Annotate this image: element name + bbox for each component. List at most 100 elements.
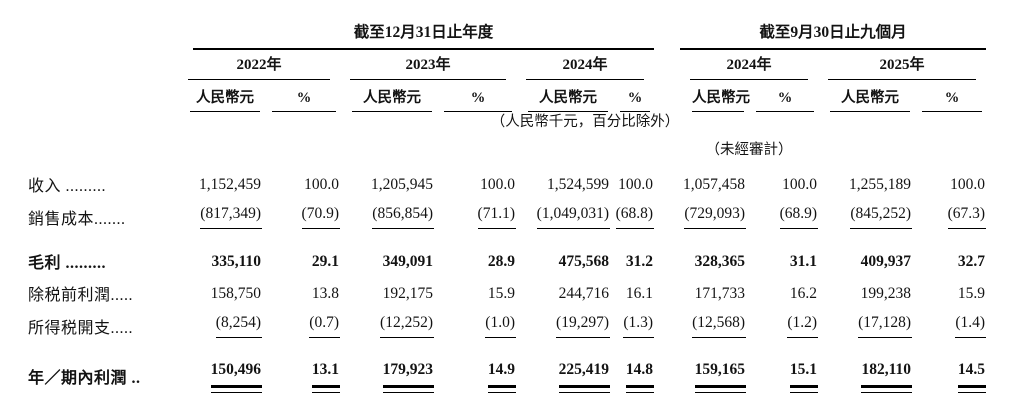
year-2022-label: 2022年: [188, 53, 330, 80]
year-2024-label: 2024年: [526, 53, 645, 80]
value-cell: 14.9: [434, 338, 517, 393]
value-cell: 349,091: [382, 253, 433, 270]
value-cell: 409,937: [860, 253, 912, 270]
year-2022-cell: 2022年: [178, 50, 340, 80]
value-cell: 1,152,459: [199, 176, 261, 193]
row-profit-before-tax: 除税前利潤..... 158,750 13.8 192,175 15.9 244…: [28, 273, 986, 305]
spacer: [654, 305, 680, 338]
row-label: 毛利 .........: [28, 255, 107, 272]
nine-month-section-title: 截至9月30日止九個月: [680, 20, 987, 50]
value-cell: (1.3): [610, 305, 655, 338]
spacer: [654, 80, 680, 112]
value-cell: 100.0: [782, 176, 818, 193]
section-header-row: 截至12月31日止年度 截至9月30日止九個月: [28, 12, 987, 50]
spacer: [28, 80, 178, 112]
value-cell: 199,238: [860, 285, 912, 302]
unaudited-note-cell: （未經審計）: [680, 134, 818, 162]
value-cell: 1,524,599: [547, 176, 609, 193]
nine-month-2024-cell: 2024年: [680, 50, 818, 80]
spacer: [654, 273, 680, 305]
value-cell: 15.9: [957, 285, 986, 302]
spacer: [654, 196, 680, 229]
spacer: [654, 229, 680, 273]
value-cell: (68.8): [610, 196, 655, 229]
nine-month-section-header-cell: 截至9月30日止九個月: [680, 12, 987, 50]
row-label: 年／期內利潤 ..: [28, 370, 141, 387]
unaudited-note-row: （未經審計）: [28, 134, 986, 162]
value-cell: 158,750: [210, 285, 261, 302]
row-revenue: 收入 ......... 1,152,459 100.0 1,205,945 1…: [28, 162, 986, 196]
value-cell: 15.9: [487, 285, 515, 302]
units-note-row: （人民幣千元，百分比除外）: [28, 112, 986, 134]
value-cell: 192,175: [382, 285, 433, 302]
value-cell: 13.8: [311, 285, 339, 302]
spacer: [818, 134, 986, 162]
nine-month-2025-label: 2025年: [828, 53, 977, 80]
rmb-header: 人民幣元: [516, 80, 610, 112]
value-cell: (8,254): [178, 305, 262, 338]
spacer: [654, 50, 680, 80]
row-label: 除税前利潤.....: [28, 287, 134, 304]
value-cell: (817,349): [178, 196, 262, 229]
financial-summary-table: 截至12月31日止年度 截至9月30日止九個月 2022年 2023年 2024…: [28, 12, 987, 393]
spacer: [654, 338, 680, 388]
value-cell: (845,252): [818, 196, 913, 229]
spacer: [28, 112, 178, 134]
percent-header: %: [912, 80, 986, 112]
row-cost-of-sales: 銷售成本....... (817,349) (70.9) (856,854) (…: [28, 196, 987, 229]
value-cell: 100.0: [950, 176, 986, 193]
value-cell: 1,255,189: [849, 176, 912, 193]
value-cell: (729,093): [680, 196, 747, 229]
value-cell: 244,716: [558, 285, 609, 302]
row-label: 所得税開支.....: [28, 320, 134, 337]
percent-header: %: [434, 80, 516, 112]
value-cell: 100.0: [480, 176, 515, 193]
spacer: [654, 12, 680, 50]
value-cell: 15.1: [746, 338, 819, 393]
spacer: [178, 134, 654, 162]
rmb-header: 人民幣元: [340, 80, 434, 112]
value-cell: 14.8: [610, 338, 655, 393]
value-cell: 100.0: [618, 176, 654, 193]
value-cell: 16.1: [625, 285, 654, 302]
spacer: [654, 134, 680, 162]
annual-section-title: 截至12月31日止年度: [193, 20, 655, 50]
value-cell: (71.1): [434, 196, 516, 229]
year-2023-cell: 2023年: [340, 50, 516, 80]
value-cell: 225,419: [516, 338, 611, 393]
column-header-row: 人民幣元 % 人民幣元 % 人民幣元 % 人民幣元 % 人民幣元 %: [28, 80, 986, 112]
row-profit-for-period: 年／期內利潤 .. 150,496 13.1 179,923 14.9 225,…: [28, 338, 987, 393]
value-cell: 16.2: [789, 285, 818, 302]
spacer: [28, 134, 178, 162]
value-cell: (0.7): [262, 305, 340, 338]
value-cell: 32.7: [957, 253, 986, 270]
value-cell: (1,049,031): [516, 196, 610, 229]
value-cell: (1.0): [434, 305, 516, 338]
row-income-tax-expense: 所得税開支..... (8,254) (0.7) (12,252) (1.0) …: [28, 305, 987, 338]
spacer: [178, 112, 516, 134]
year-2023-label: 2023年: [350, 53, 506, 80]
value-cell: 179,923: [340, 338, 435, 393]
value-cell: 150,496: [178, 338, 263, 393]
year-header-row: 2022年 2023年 2024年 2024年 2025年: [28, 50, 986, 80]
year-2024-cell: 2024年: [516, 50, 654, 80]
percent-header: %: [746, 80, 818, 112]
unaudited-note: （未經審計）: [705, 142, 793, 158]
value-cell: 100.0: [304, 176, 339, 193]
annual-section-header-cell: 截至12月31日止年度: [178, 12, 655, 50]
value-cell: 171,733: [694, 285, 746, 302]
rmb-header: 人民幣元: [818, 80, 912, 112]
value-cell: 1,057,458: [683, 176, 746, 193]
value-cell: 13.1: [262, 338, 341, 393]
value-cell: (68.9): [746, 196, 819, 229]
value-cell: 182,110: [818, 338, 913, 393]
value-cell: 28.9: [487, 253, 515, 270]
spacer: [654, 162, 680, 196]
nine-month-2025-cell: 2025年: [818, 50, 986, 80]
rmb-header: 人民幣元: [178, 80, 262, 112]
value-cell: (70.9): [262, 196, 340, 229]
value-cell: (1.2): [746, 305, 819, 338]
value-cell: 29.1: [311, 253, 339, 270]
row-gross-profit: 毛利 ......... 335,110 29.1 349,091 28.9 4…: [28, 229, 986, 273]
